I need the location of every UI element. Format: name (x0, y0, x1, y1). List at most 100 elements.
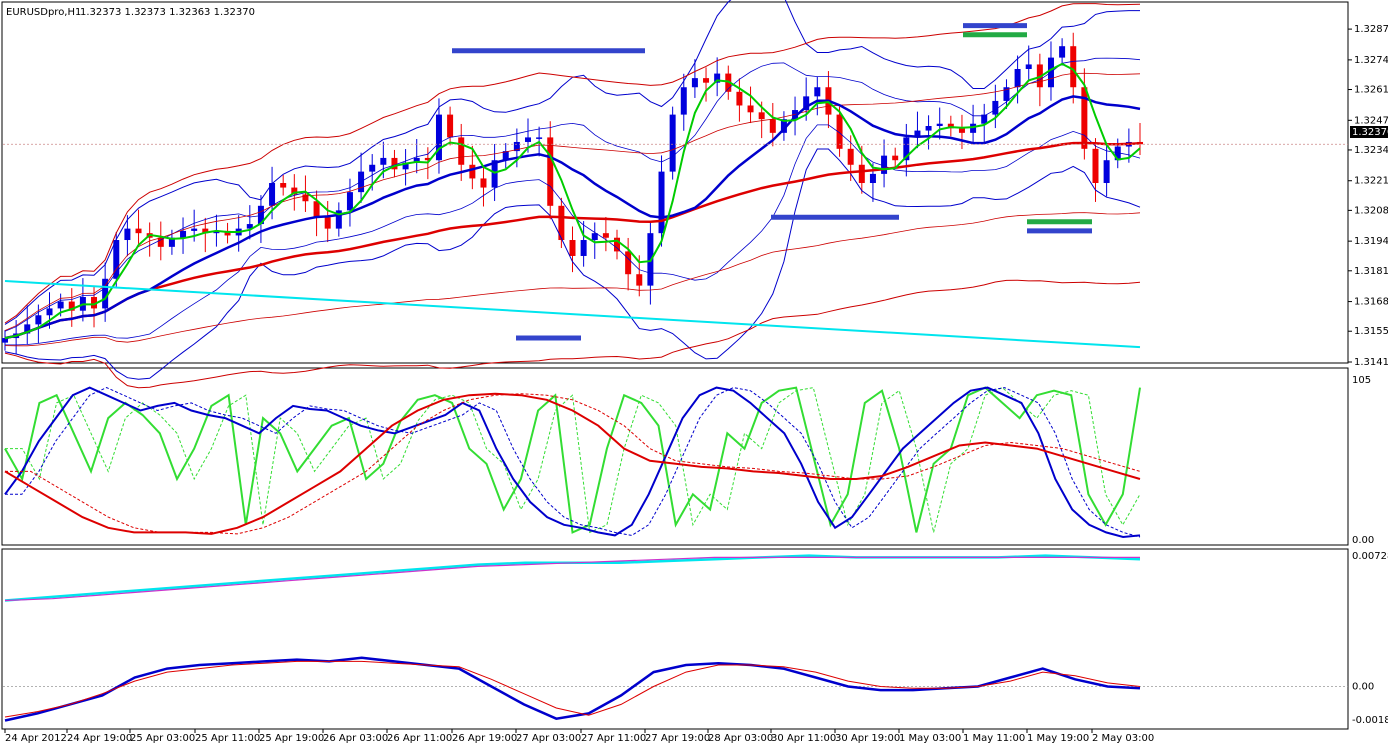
candle-body (569, 240, 576, 256)
candle-body (246, 224, 253, 229)
candle-body (157, 237, 164, 247)
price-tick-label: 1.31945 (1354, 236, 1388, 247)
candle-body (480, 178, 487, 188)
price-panel[interactable] (1, 1, 1349, 364)
bollinger-inner-mid-lower (5, 124, 1141, 346)
time-tick-label: 1 May 03:00 (899, 733, 961, 744)
candle-body (124, 228, 131, 241)
candle-body (836, 114, 843, 149)
candle-body (135, 228, 142, 234)
candle-body (803, 96, 810, 111)
candle-body (970, 123, 977, 133)
candle-body (24, 324, 31, 334)
price-tick-label: 1.31415 (1354, 357, 1388, 368)
time-tick-label: 26 Apr 03:00 (323, 733, 388, 744)
candle-body (91, 297, 98, 309)
candle-body (669, 114, 676, 172)
candle-body (947, 123, 954, 129)
time-tick-label: 27 Apr 19:00 (645, 733, 710, 744)
candle-body (213, 230, 220, 234)
candle-body (113, 240, 120, 279)
price-tick-label: 1.32475 (1354, 115, 1388, 126)
candle-body (1025, 64, 1032, 70)
candle-body (413, 157, 420, 163)
candle-body (269, 183, 276, 206)
candle-body (936, 123, 943, 127)
bollinger-outer-mid-upper (4, 72, 1141, 331)
time-tick-label: 26 Apr 19:00 (452, 733, 517, 744)
candle-body (191, 228, 198, 231)
price-tick-label: 1.32080 (1354, 205, 1388, 216)
candle-body (869, 173, 876, 184)
candle-body (1081, 87, 1088, 149)
candle-body (614, 237, 621, 252)
candle-body (981, 114, 988, 124)
osc-tick-label: -0.00187 (1352, 715, 1388, 726)
candle-body (903, 137, 910, 161)
candle-body (502, 151, 509, 161)
oscillator-panel[interactable] (1, 548, 1349, 730)
candle-body (736, 91, 743, 106)
candle-body (558, 205, 565, 241)
candle-body (369, 164, 376, 172)
candle-body (625, 251, 632, 275)
time-tick-label: 28 Apr 03:00 (708, 733, 773, 744)
time-tick-label: 30 Apr 19:00 (835, 733, 900, 744)
candle-body (168, 237, 175, 247)
price-tick-label: 1.31550 (1354, 326, 1388, 337)
candle-body (68, 301, 75, 311)
candle-body (925, 126, 932, 131)
candle-body (324, 217, 331, 229)
candle-body (202, 228, 209, 234)
bollinger-inner-lower (4, 148, 1141, 380)
candle-body (547, 137, 554, 206)
stoch-signal-green (5, 387, 1141, 534)
stoch-tick-label: 105 (1352, 375, 1371, 386)
osc-line-red (4, 660, 1141, 718)
candle-body (224, 230, 231, 236)
candle-body (391, 157, 398, 170)
candle-body (435, 114, 442, 161)
candle-body (447, 114, 454, 138)
candle-body (291, 187, 298, 195)
symbol-label: EURUSDpro,H1 (6, 7, 81, 18)
candle-body (658, 171, 665, 234)
candle-body (257, 205, 264, 225)
candle-body (458, 137, 465, 165)
candle-body (380, 157, 387, 165)
candle-body (758, 112, 765, 120)
candle-body (1103, 160, 1110, 184)
candle-body (491, 160, 498, 188)
time-tick-label: 30 Apr 11:00 (771, 733, 836, 744)
current-price-tag (1350, 126, 1388, 138)
time-tick-label: 24 Apr 19:00 (67, 733, 132, 744)
candle-body (102, 278, 109, 309)
candle-body (469, 164, 476, 179)
ohlc-label: 1.32373 1.32373 1.32363 1.32370 (80, 7, 255, 18)
candle-body (35, 315, 42, 325)
bollinger-inner-mid-upper (4, 57, 1141, 332)
candle-body (691, 78, 698, 88)
candle-body (714, 73, 721, 83)
time-tick-label: 1 May 11:00 (963, 733, 1025, 744)
time-tick-label: 25 Apr 11:00 (195, 733, 260, 744)
time-tick-label: 26 Apr 11:00 (387, 733, 452, 744)
osc-tick-label: 0.00728 (1352, 551, 1388, 562)
candle-body (513, 141, 520, 152)
slow-moving-average (4, 141, 1141, 340)
candle-body (769, 119, 776, 133)
bollinger-outer-lower (4, 279, 1141, 389)
candle-body (402, 162, 409, 170)
stoch-line-red (4, 392, 1141, 535)
price-tick-label: 1.31680 (1354, 297, 1388, 308)
candle-body (892, 155, 899, 161)
osc-tick-label: 0.00 (1352, 681, 1374, 692)
candle-body (1137, 141, 1143, 145)
candle-body (1003, 87, 1010, 101)
price-tick-label: 1.31815 (1354, 266, 1388, 277)
price-tick-label: 1.32875 (1354, 24, 1388, 35)
bollinger-outer-upper (4, 3, 1141, 324)
candle-body (313, 201, 320, 218)
candle-body (747, 105, 754, 113)
